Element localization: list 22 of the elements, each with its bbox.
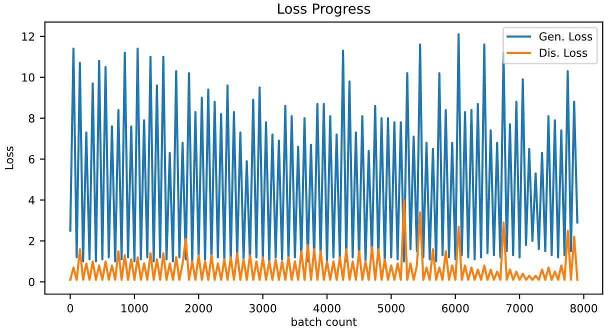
x-tick-label: 7000 <box>506 304 533 312</box>
x-tick-label: 2000 <box>185 304 212 312</box>
legend-label: Dis. Loss <box>540 48 588 57</box>
chart-title: Loss Progress <box>278 4 370 17</box>
y-tick-label: 6 <box>28 155 34 164</box>
y-tick-label: 10 <box>22 73 34 82</box>
y-tick-label: 8 <box>28 114 34 123</box>
x-tick-label: 5000 <box>378 304 405 312</box>
x-axis-title: batch count <box>292 317 357 326</box>
x-tick-label: 0 <box>67 304 74 312</box>
legend-label: Gen. Loss <box>539 32 592 41</box>
y-tick-label: 4 <box>28 196 35 204</box>
x-tick-label: 3000 <box>250 304 276 312</box>
line-series <box>69 198 578 281</box>
y-tick-label: 2 <box>28 236 34 246</box>
y-axis-title: Loss <box>5 146 14 170</box>
y-tick-label: 12 <box>22 32 34 41</box>
x-tick-label: 6000 <box>442 304 469 312</box>
y-tick-label: 0 <box>28 278 34 286</box>
x-tick-label: 4000 <box>313 304 340 312</box>
x-tick-label: 8000 <box>570 304 598 312</box>
x-tick-label: 1000 <box>122 304 148 312</box>
